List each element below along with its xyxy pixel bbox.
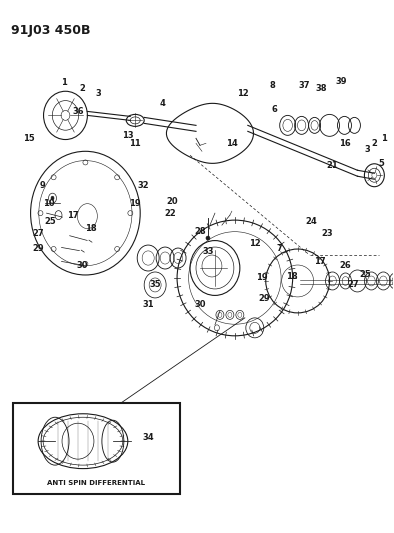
Text: 35: 35 xyxy=(149,280,161,289)
Text: 5: 5 xyxy=(378,159,384,168)
Text: 17: 17 xyxy=(314,256,325,265)
Text: 33: 33 xyxy=(202,247,214,255)
Text: 2: 2 xyxy=(80,84,85,93)
Text: 19: 19 xyxy=(129,199,141,208)
Text: 4: 4 xyxy=(159,99,165,108)
Text: 16: 16 xyxy=(338,139,350,148)
Text: 15: 15 xyxy=(23,134,34,143)
Text: 37: 37 xyxy=(299,81,310,90)
Text: 38: 38 xyxy=(316,84,327,93)
Text: 29: 29 xyxy=(33,244,45,253)
Text: 1: 1 xyxy=(61,78,67,87)
Text: 14: 14 xyxy=(226,139,238,148)
Text: 18: 18 xyxy=(286,272,297,281)
Text: 7: 7 xyxy=(277,244,282,253)
Text: 21: 21 xyxy=(327,161,338,170)
Text: 25: 25 xyxy=(360,270,371,279)
Text: 31: 31 xyxy=(142,301,154,309)
Text: 10: 10 xyxy=(43,199,54,208)
Text: 11: 11 xyxy=(129,139,141,148)
Text: 91J03 450B: 91J03 450B xyxy=(11,23,90,37)
Text: 27: 27 xyxy=(33,229,45,238)
Text: 32: 32 xyxy=(138,181,149,190)
Ellipse shape xyxy=(206,236,210,240)
Text: 13: 13 xyxy=(123,131,134,140)
Text: 25: 25 xyxy=(45,216,56,225)
Text: 12: 12 xyxy=(249,239,261,247)
Text: 12: 12 xyxy=(237,89,249,98)
Text: ANTI SPIN DIFFERENTIAL: ANTI SPIN DIFFERENTIAL xyxy=(47,480,145,487)
Text: 26: 26 xyxy=(340,261,351,270)
Text: 30: 30 xyxy=(77,261,88,270)
Text: 22: 22 xyxy=(164,208,176,217)
Text: 9: 9 xyxy=(40,181,45,190)
Text: 30: 30 xyxy=(194,301,206,309)
Text: 28: 28 xyxy=(194,227,206,236)
Text: 1: 1 xyxy=(381,134,387,143)
Text: 29: 29 xyxy=(258,294,269,303)
Bar xyxy=(13,402,180,495)
Text: 17: 17 xyxy=(67,211,78,220)
Text: 6: 6 xyxy=(272,105,278,114)
Text: 8: 8 xyxy=(270,81,276,90)
Text: 2: 2 xyxy=(372,139,377,148)
Ellipse shape xyxy=(51,196,54,200)
Text: 36: 36 xyxy=(72,107,84,116)
Text: 34: 34 xyxy=(142,433,154,442)
Text: 3: 3 xyxy=(364,145,370,154)
Text: 27: 27 xyxy=(348,280,359,289)
Text: 39: 39 xyxy=(336,77,347,86)
Text: 23: 23 xyxy=(322,229,333,238)
Text: 24: 24 xyxy=(306,216,318,225)
Text: 18: 18 xyxy=(85,224,96,232)
Text: 3: 3 xyxy=(95,89,101,98)
Text: 20: 20 xyxy=(166,197,178,206)
Text: 19: 19 xyxy=(256,273,268,282)
